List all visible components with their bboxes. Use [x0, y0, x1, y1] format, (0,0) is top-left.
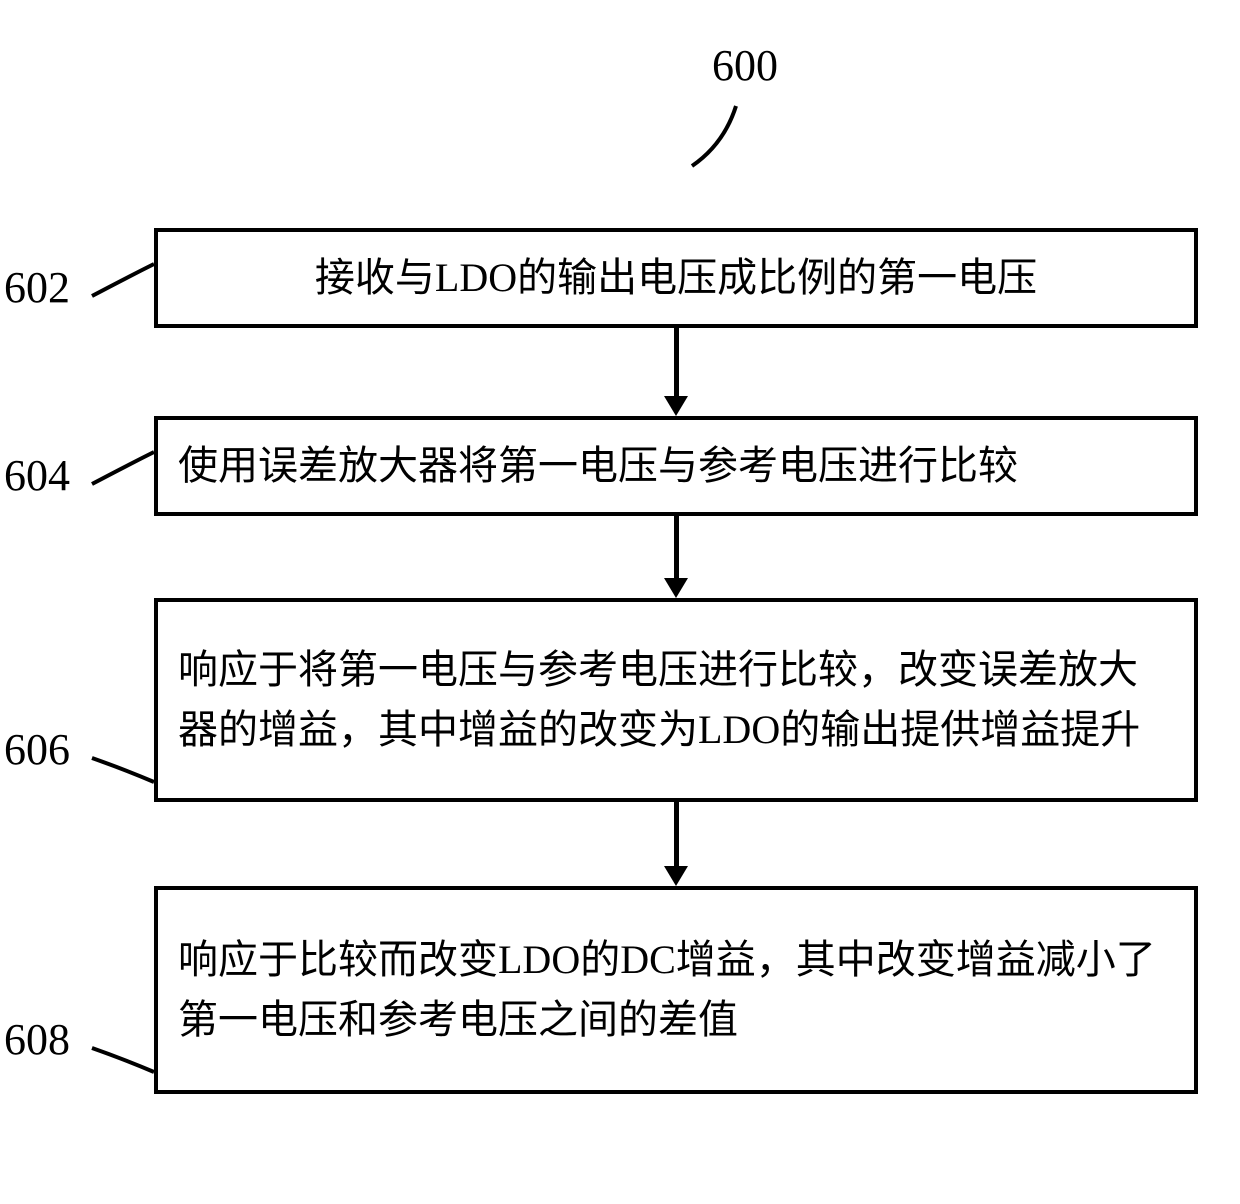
step-box-604: 使用误差放大器将第一电压与参考电压进行比较: [154, 416, 1198, 516]
step-text-604: 使用误差放大器将第一电压与参考电压进行比较: [178, 436, 1018, 496]
step-label-606: 606: [4, 724, 70, 775]
step-box-606: 响应于将第一电压与参考电压进行比较，改变误差放大器的增益，其中增益的改变为LDO…: [154, 598, 1198, 802]
step-text-606: 响应于将第一电压与参考电压进行比较，改变误差放大器的增益，其中增益的改变为LDO…: [178, 640, 1174, 760]
arrow-606-608-head: [664, 866, 688, 886]
step-label-602: 602: [4, 262, 70, 313]
flowchart-canvas: 600 602 接收与LDO的输出电压成比例的第一电压 604 使用误差放大器将…: [0, 0, 1240, 1204]
step-box-608: 响应于比较而改变LDO的DC增益，其中改变增益减小了第一电压和参考电压之间的差值: [154, 886, 1198, 1094]
step-text-602: 接收与LDO的输出电压成比例的第一电压: [315, 248, 1037, 308]
arrow-606-608-stem: [674, 802, 679, 866]
flowchart-ref-number: 600: [712, 40, 778, 91]
step-label-604: 604: [4, 450, 70, 501]
step-text-608: 响应于比较而改变LDO的DC增益，其中改变增益减小了第一电压和参考电压之间的差值: [178, 930, 1174, 1050]
arrow-602-604-head: [664, 396, 688, 416]
arrow-604-606-stem: [674, 516, 679, 578]
step-label-608: 608: [4, 1014, 70, 1065]
arrow-602-604-stem: [674, 328, 679, 396]
arrow-604-606-head: [664, 578, 688, 598]
step-box-602: 接收与LDO的输出电压成比例的第一电压: [154, 228, 1198, 328]
